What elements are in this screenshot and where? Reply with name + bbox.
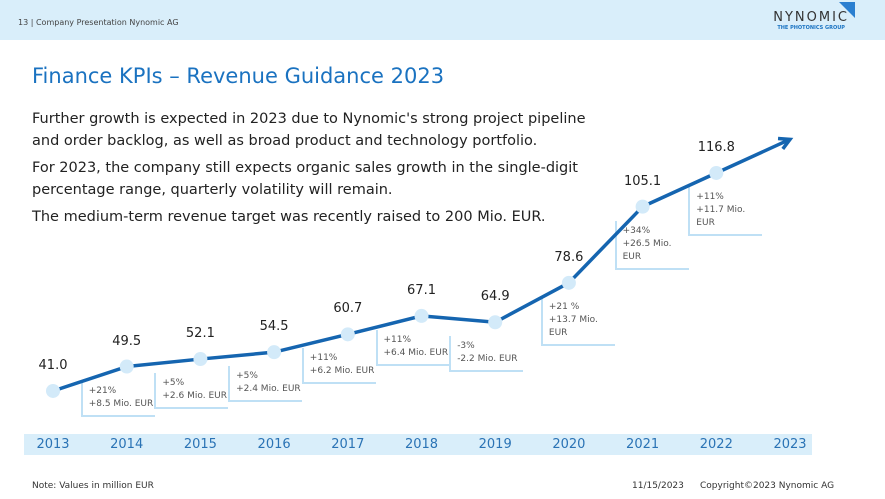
change-pct: +21 % — [548, 301, 580, 312]
change-annotation: +11% +11.7 Mio. EUR — [688, 186, 763, 236]
year-tick-label: 2023 — [773, 437, 807, 452]
copyright: Copyright©2023 Nynomic AG — [700, 481, 835, 491]
data-point — [46, 383, 60, 398]
data-point — [193, 352, 208, 367]
value-label: 41.0 — [38, 357, 68, 373]
footnote: Note: Values in million EUR — [32, 481, 154, 491]
year-tick-label: 2020 — [552, 437, 586, 452]
change-annotation: -3% -2.2 Mio. EUR — [449, 336, 524, 373]
change-abs: +13.7 Mio. EUR — [548, 314, 598, 338]
revenue-line — [52, 137, 791, 393]
data-point — [488, 315, 503, 330]
value-label: 52.1 — [185, 326, 215, 342]
change-abs: +8.5 Mio. EUR — [88, 398, 154, 409]
change-pct: +11% — [696, 191, 724, 202]
logo-text: NYNOMIC — [773, 10, 849, 25]
change-pct: +5% — [236, 371, 258, 382]
paragraph-2: For 2023, the company still expects orga… — [32, 160, 578, 198]
logo-subtext: THE PHOTONICS GROUP — [777, 25, 845, 31]
header-bar: 13 | Company Presentation Nynomic AG NYN… — [0, 0, 885, 40]
change-annotation: +21 % +13.7 Mio. EUR — [540, 296, 615, 346]
year-tick-label: 2013 — [36, 437, 70, 452]
value-label: 54.5 — [259, 319, 289, 335]
change-abs: +2.6 Mio. EUR — [162, 391, 227, 402]
year-tick-label: 2016 — [257, 437, 291, 452]
logo-triangle-icon — [839, 2, 855, 18]
value-label: 116.8 — [697, 139, 735, 155]
change-annotation: +34% +26.5 Mio. EUR — [614, 220, 689, 270]
change-pct: +21% — [88, 385, 117, 396]
change-abs: +6.2 Mio. EUR — [309, 366, 375, 377]
change-abs: +6.4 Mio. EUR — [383, 347, 449, 358]
paragraph-3: The medium-term revenue target was recen… — [32, 209, 546, 225]
value-label: 49.5 — [112, 333, 142, 349]
logo: NYNOMIC THE PHOTONICS GROUP — [773, 10, 849, 31]
data-point — [340, 327, 355, 342]
data-point — [267, 345, 282, 360]
arrow-head-icon — [777, 136, 794, 150]
change-pct: +11% — [309, 353, 338, 364]
change-pct: +5% — [162, 378, 185, 389]
change-annotation: +5% +2.4 Mio. EUR — [228, 366, 303, 403]
year-tick-label: 2022 — [699, 437, 733, 452]
data-point — [561, 275, 576, 290]
paragraph-1: Further growth is expected in 2023 due t… — [32, 111, 586, 149]
slide-title: Finance KPIs – Revenue Guidance 2023 — [32, 64, 445, 88]
data-point — [119, 359, 134, 374]
change-abs: +2.4 Mio. EUR — [236, 384, 301, 395]
year-tick-label: 2014 — [110, 437, 144, 452]
year-tick-label: 2018 — [404, 437, 439, 452]
value-label: 64.9 — [480, 289, 510, 305]
change-abs: +11.7 Mio. EUR — [696, 204, 746, 228]
change-abs: -2.2 Mio. EUR — [457, 354, 518, 365]
change-abs: +26.5 Mio. EUR — [622, 238, 672, 262]
year-tick-label: 2017 — [331, 437, 365, 452]
year-tick-label: 2019 — [478, 437, 512, 452]
value-label: 67.1 — [407, 282, 436, 298]
change-annotation: +11% +6.4 Mio. EUR — [375, 329, 450, 366]
year-tick-label: 2015 — [183, 437, 217, 452]
data-point — [414, 308, 429, 323]
change-annotation: +11% +6.2 Mio. EUR — [301, 348, 376, 385]
year-tick-label: 2021 — [626, 437, 660, 452]
data-point — [635, 199, 650, 214]
page-label: 13 | Company Presentation Nynomic AG — [18, 18, 179, 27]
change-pct: +34% — [622, 225, 651, 236]
year-axis-band — [24, 434, 812, 455]
value-label: 78.6 — [554, 249, 584, 265]
change-annotation: +21% +8.5 Mio. EUR — [80, 380, 155, 417]
date: 11/15/2023 — [632, 481, 684, 491]
change-pct: -3% — [457, 341, 475, 352]
value-label: 60.7 — [333, 301, 363, 317]
change-pct: +11% — [383, 334, 412, 345]
data-point — [709, 165, 724, 180]
change-annotation: +5% +2.6 Mio. EUR — [154, 373, 229, 410]
value-label: 105.1 — [623, 173, 662, 189]
